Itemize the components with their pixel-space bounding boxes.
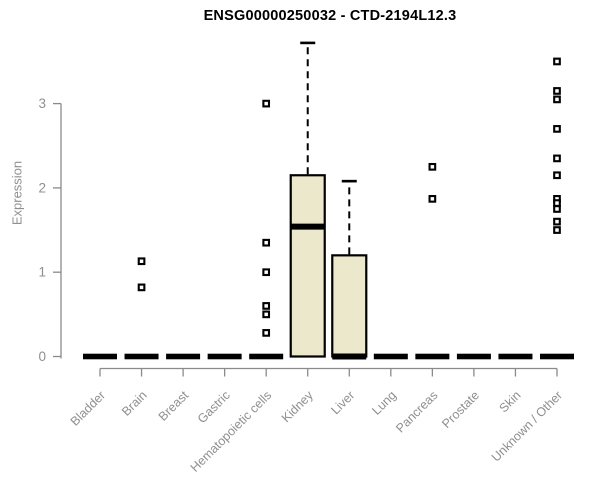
x-tick-label: Pancreas — [393, 388, 440, 435]
outlier-point — [553, 57, 561, 66]
collapsed-box — [249, 353, 284, 360]
box — [331, 254, 368, 358]
outlier-point — [553, 171, 561, 180]
x-tick-label: Kidney — [279, 388, 316, 425]
y-tick-label: 2 — [38, 180, 46, 195]
x-tick-label: Skin — [496, 388, 523, 415]
outlier-point — [262, 238, 271, 247]
outlier-point — [262, 99, 271, 108]
x-tick-label: Unknown / Other — [489, 388, 565, 464]
outlier-point — [553, 205, 561, 213]
collapsed-box — [124, 353, 159, 360]
x-tick-label: Liver — [328, 388, 357, 417]
outlier-point — [137, 257, 146, 266]
outlier-point — [428, 195, 437, 203]
y-tick-label: 3 — [38, 96, 46, 111]
outlier-point — [262, 329, 271, 337]
y-tick-label: 1 — [38, 265, 46, 280]
y-tick-label: 0 — [38, 349, 46, 364]
box — [289, 174, 326, 358]
collapsed-box — [540, 353, 574, 360]
y-axis-label: Expression — [9, 160, 25, 226]
x-tick-label: Hematopoietic cells — [188, 388, 275, 475]
outlier-point — [553, 154, 561, 163]
outlier-point — [137, 283, 146, 292]
collapsed-box — [456, 353, 491, 360]
outlier-point — [262, 268, 271, 277]
outlier-point — [262, 302, 271, 310]
collapsed-box — [415, 353, 450, 360]
collapsed-box — [207, 353, 242, 360]
outlier-point — [553, 226, 561, 234]
collapsed-box — [498, 353, 533, 360]
x-tick-label: Gastric — [195, 388, 233, 426]
outlier-point — [428, 162, 437, 171]
outlier-point — [553, 199, 561, 207]
outlier-point — [553, 217, 561, 226]
x-tick-label: Prostate — [439, 388, 482, 431]
collapsed-box — [166, 353, 201, 360]
collapsed-box — [83, 353, 117, 360]
outlier-point — [262, 310, 271, 319]
outlier-point — [553, 95, 561, 104]
outlier-point — [553, 125, 561, 133]
x-tick-label: Lung — [369, 388, 399, 418]
x-tick-label: Bladder — [68, 388, 108, 428]
x-tick-label: Breast — [156, 388, 192, 424]
collapsed-box — [373, 353, 408, 360]
x-tick-label: Brain — [119, 388, 150, 419]
outlier-point — [553, 87, 561, 95]
chart-title: ENSG00000250032 - CTD-2194L12.3 — [203, 8, 457, 24]
